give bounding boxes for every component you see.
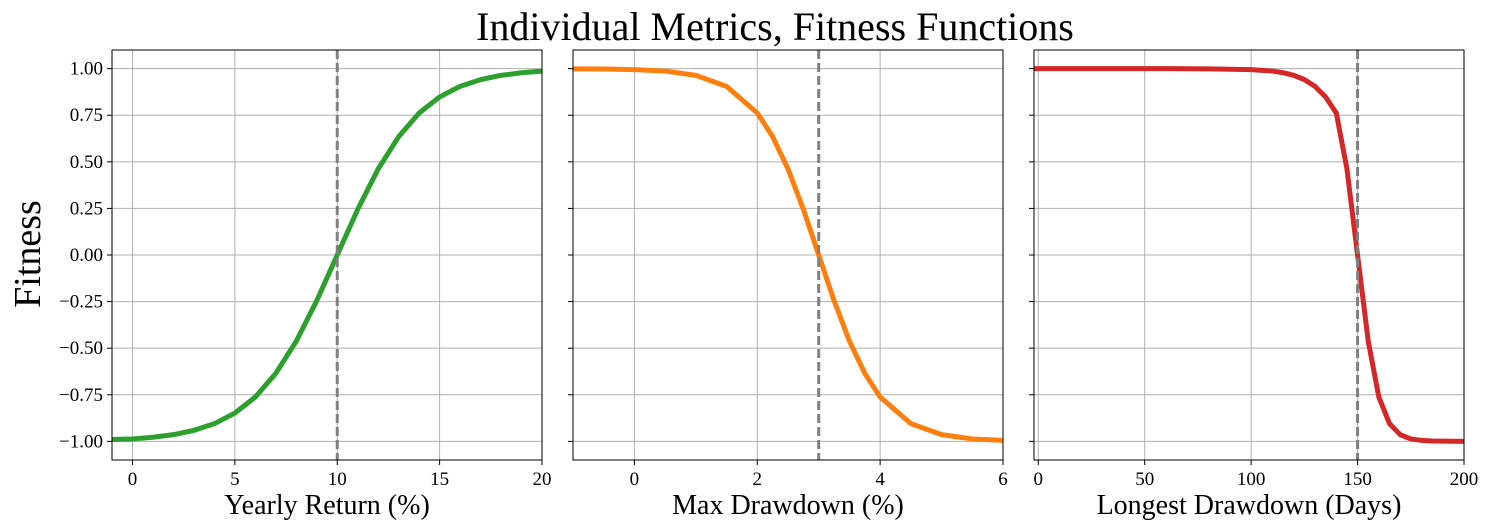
fitness-curve — [112, 68, 542, 442]
x-tick-label: 50 — [1135, 469, 1154, 490]
x-axis-label: Longest Drawdown (Days) — [1097, 490, 1402, 521]
x-tick-label: 2 — [753, 469, 763, 490]
x-tick-label: 10 — [328, 469, 347, 490]
panel-1: 0 5 10 15 20 1.00 0.75 0.50 0.25 0.00 −0.25 −0.50 −0… — [59, 49, 552, 521]
y-tick-label: 0.00 — [70, 245, 103, 266]
y-tick-label: 1.00 — [70, 59, 103, 80]
fitness-curve — [1034, 66, 1464, 444]
y-tick-label: 0.75 — [70, 105, 103, 126]
x-tick-label: 20 — [533, 469, 552, 490]
fitness-curve — [573, 66, 1003, 443]
y-tick-label: −0.75 — [59, 385, 103, 406]
y-tick-label: −0.50 — [59, 338, 103, 359]
x-tick-label: 5 — [230, 469, 240, 490]
x-tick-label: 0 — [1034, 469, 1044, 490]
y-tick-label: 0.50 — [70, 152, 103, 173]
x-tick-label: 150 — [1343, 469, 1372, 490]
panels: 0 5 10 15 201.000.750.500.250.00−0.25−0.50−0… — [59, 49, 1479, 521]
x-tick-label: 200 — [1450, 469, 1479, 490]
x-tick-label: 6 — [998, 469, 1008, 490]
panel-3: 0 50 100 150 200 Longest Drawdown (Days) — [1029, 49, 1479, 521]
x-axis-label: Yearly Return (%) — [224, 490, 430, 521]
x-tick-label: 15 — [430, 469, 449, 490]
x-axis-label: Max Drawdown (%) — [672, 490, 904, 521]
y-tick-label: −1.00 — [59, 431, 103, 452]
x-tick-label: 100 — [1237, 469, 1266, 490]
shared-y-axis-label: Fitness — [7, 200, 49, 308]
x-tick-label: 0 — [128, 469, 138, 490]
chart-title: Individual Metrics, Fitness Functions — [476, 4, 1074, 49]
panel-2: 0 2 4 6 Max Drawdown (%) — [568, 49, 1008, 521]
y-tick-label: 0.25 — [70, 198, 103, 219]
y-tick-label: −0.25 — [59, 292, 103, 313]
x-tick-label: 0 — [630, 469, 640, 490]
x-tick-label: 4 — [875, 469, 885, 490]
